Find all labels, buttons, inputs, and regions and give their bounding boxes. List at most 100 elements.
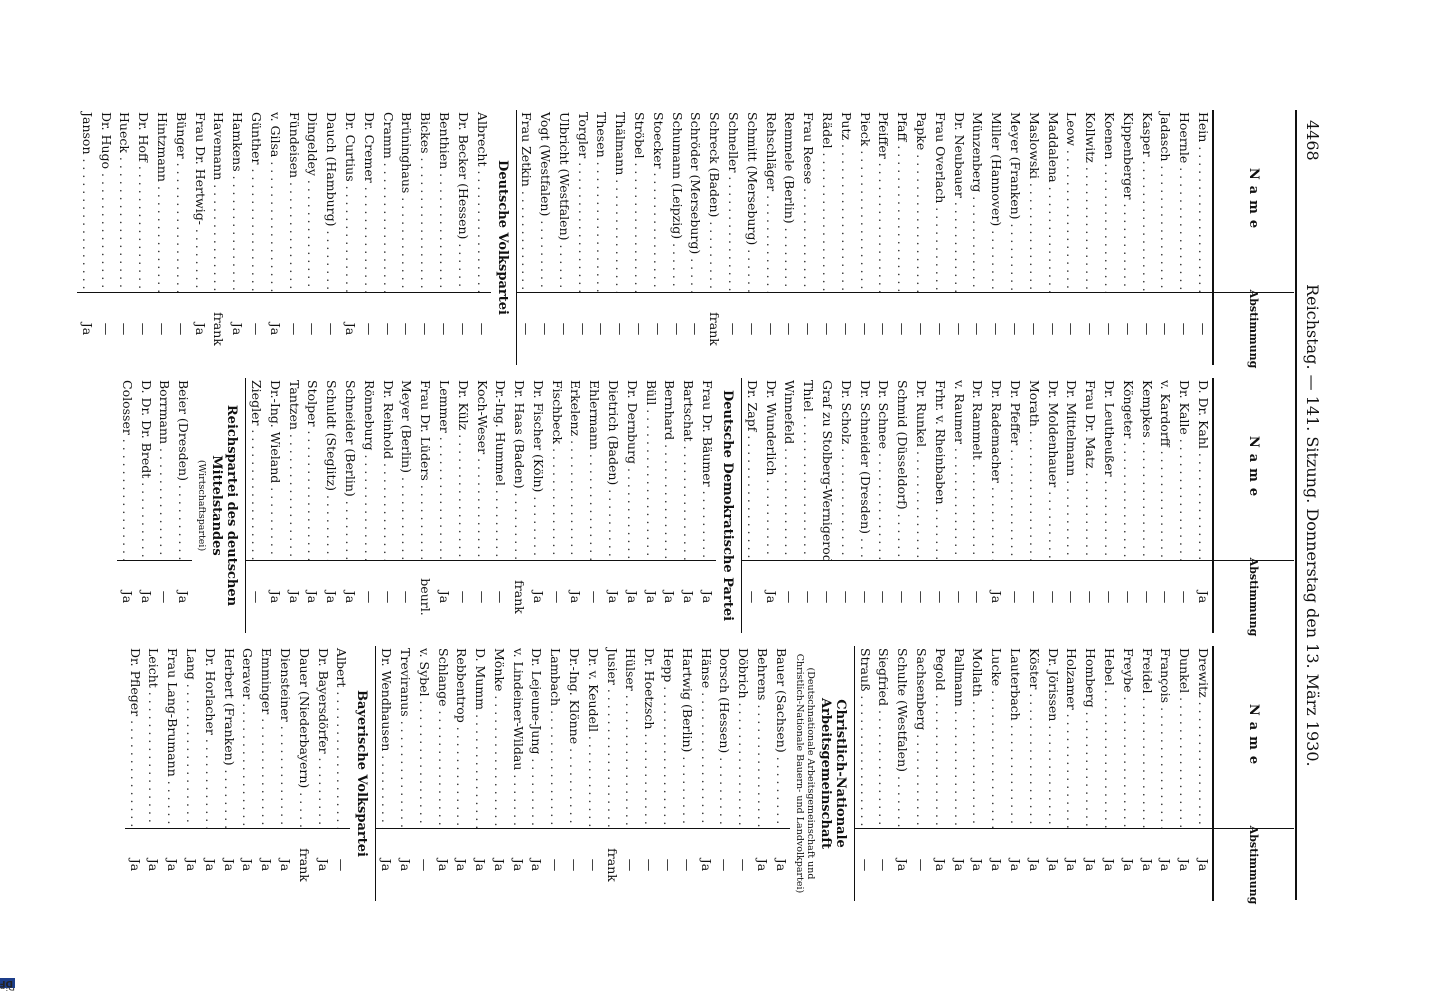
vote-value: — [669,322,685,336]
vote-value: Ja [342,322,358,336]
vote-value: Ja [1008,858,1024,872]
table-row: Köngeter — [1118,378,1137,633]
member-name: Hebel [1099,646,1118,829]
table-row: Albrecht — [472,110,491,365]
table-row: Günther — [246,110,265,365]
table-row: Bauer (Sachsen) Ja [771,646,790,901]
vote-value: frank [211,312,227,346]
vote-value: — [248,590,264,604]
table-row: Tantzen Ja [284,378,303,633]
vote-value: Ja [192,322,208,336]
table-row: v. Lindeiner-Wildau Ja [508,646,527,901]
member-name: Koenen [1099,110,1118,293]
vote-value: Ja [989,590,1005,604]
member-name: Köster [1024,646,1043,829]
member-name: Schmid (Düsseldorf) [892,378,911,561]
member-name: Lucke [986,646,1005,829]
member-name: Dauch (Hamburg) [321,110,340,293]
vote-value: — [744,590,760,604]
member-name: Frau Dr. Bäumer [697,378,716,561]
vote-value: Ja [1026,858,1042,872]
table-row: Schreck (Baden) frank [704,110,723,365]
member-name: Havemann [209,110,228,293]
vote-value: Ja [259,858,275,872]
top-rule [1295,110,1297,900]
vote-value: — [98,322,114,336]
member-name: Jusier [602,646,621,829]
member-name: Schröder (Merseburg) [686,110,705,293]
table-row: v. Raumer — [949,378,968,633]
table-row: Borrmann — [155,378,174,633]
member-name: Lambach [546,646,565,829]
party-heading: Bayerische Volkspartei [350,646,376,901]
table-row: Bickes — [415,110,434,365]
vote-value: — [895,322,911,336]
table-row: Hartwig (Berlin) — [677,646,696,901]
table-row: Dr.-Ing. Wieland Ja [265,378,284,633]
vote-value: — [585,858,601,872]
vote-value: — [117,322,133,336]
member-name: Herbert (Franken) [219,646,238,829]
member-name: Sachsenberg [911,646,930,829]
vote-value: Ja [643,590,659,604]
table-row: Dr. Rademacher Ja [986,378,1005,633]
vote-value: — [587,590,603,604]
vote-value: — [820,590,836,604]
table-row: Colosser Ja [117,378,136,633]
table-row: Dr. Hoff — [133,110,152,365]
vote-value: Ja [491,858,507,872]
member-name: Dr. Lejeune-Jung [527,646,546,829]
member-name: Rädel [817,110,836,293]
table-row: Koch-Weser — [472,378,491,633]
table-row: Brüninghaus — [397,110,416,365]
member-name: Bauer (Sachsen) [771,646,790,829]
table-row: Rebbentrop Ja [452,646,471,901]
section-rule [853,646,855,901]
member-name: Hamkens [227,110,246,293]
member-name: Frhr. v. Rheinbaben [930,378,949,561]
table-row: Dr. Schnee — [874,378,893,633]
member-name: Winnefeld [780,378,799,561]
vote-value: — [1196,322,1211,336]
rows: Hein — Hoernle — Jadasch — Kasper — Kippenberger… [77,110,1212,365]
table-row: Dr. Mittelmann — [1062,378,1081,633]
member-name: Münzenberg [968,110,987,293]
vote-value: — [286,322,302,336]
table-row: Pieck — [855,110,874,365]
header-name: Name [1214,378,1294,561]
member-name: Dr.-Ing. Klönne [564,646,583,829]
table-row: François Ja [1156,646,1175,901]
vote-value: Ja [146,858,162,872]
table-row: Schmitt (Merseburg) — [742,110,761,365]
member-name: Schlange [433,646,452,829]
member-name: Dr. Moldenhauer [1043,378,1062,561]
table-row: Bartschat Ja [678,378,697,633]
vote-value: — [1064,590,1080,604]
vote-value: — [801,322,817,336]
member-name: Frau Dr. Hertwig- [190,110,209,293]
vote-value: — [1064,322,1080,336]
vote-value: Ja [1196,858,1211,872]
vote-value: Ja [127,858,143,872]
vote-value: Ja [773,858,789,872]
table-row: Vogt (Westfalen) — [535,110,554,365]
section-rule [741,378,743,633]
table-row: Dietrich (Baden) Ja [603,378,622,633]
table-row: Büll Ja [641,378,660,633]
member-name: Koch-Weser [472,378,491,561]
table-row: Dauch (Hamburg) — [321,110,340,365]
section-rule [515,110,517,365]
member-name: Dr. Curtius [340,110,359,293]
member-name: Albert [332,646,351,829]
table-row: Frau Reese — [798,110,817,365]
vote-value: — [474,590,490,604]
member-name: Maddalena [1043,110,1062,293]
member-name: Benthien [434,110,453,293]
table-row: Winnefeld — [780,378,799,633]
member-name: v. Sybel [414,646,433,829]
table-row: Hamkens Ja [227,110,246,365]
vote-value: — [744,322,760,336]
member-name: Beier (Dresden) [173,378,192,561]
vote-value: — [1045,590,1061,604]
